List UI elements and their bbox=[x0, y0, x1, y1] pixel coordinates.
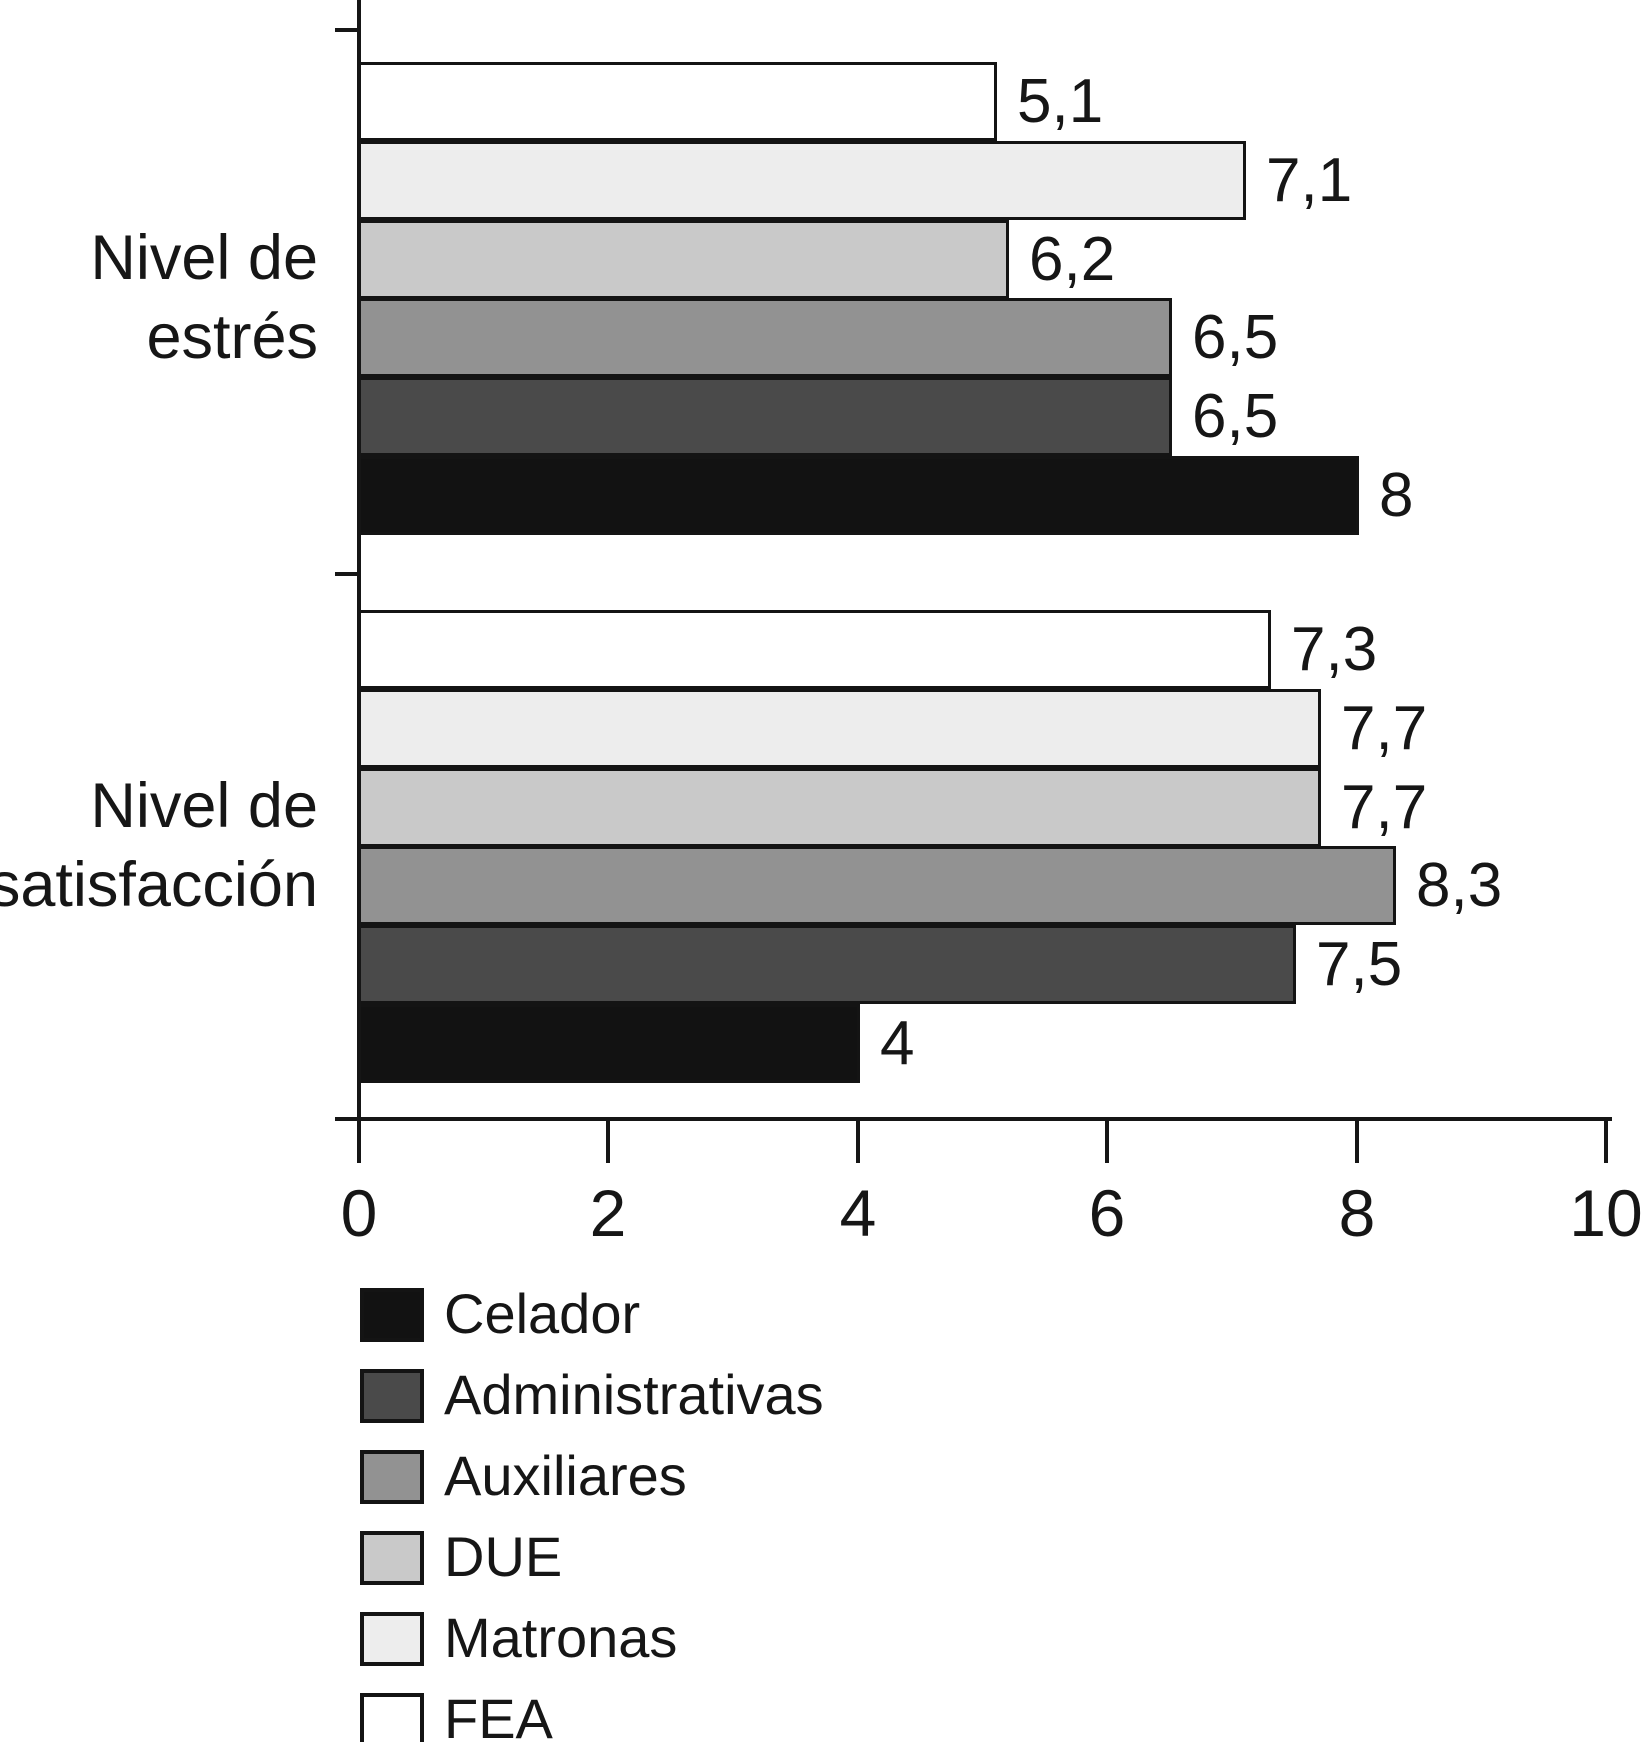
legend-swatch-fea bbox=[360, 1693, 424, 1742]
x-axis-tick bbox=[357, 1117, 361, 1163]
bar-value-label: 6,5 bbox=[1192, 303, 1279, 372]
bar-due bbox=[357, 220, 1009, 299]
legend-row-celador: Celador bbox=[360, 1284, 960, 1344]
category-label: Nivel de estrés bbox=[90, 219, 318, 377]
bar-value-label: 4 bbox=[880, 1009, 915, 1078]
legend-row-administrativas: Administrativas bbox=[360, 1365, 960, 1425]
bar-value-label: 8 bbox=[1379, 461, 1414, 530]
bar-due bbox=[357, 768, 1321, 847]
legend-label: Administrativas bbox=[444, 1363, 824, 1426]
x-axis-tick bbox=[1604, 1117, 1608, 1163]
y-axis-tick bbox=[335, 572, 357, 576]
x-axis-line bbox=[335, 1117, 1612, 1121]
legend-row-due: DUE bbox=[360, 1527, 960, 1587]
category-label-line: estrés bbox=[146, 302, 318, 372]
legend-label: FEA bbox=[444, 1687, 553, 1742]
legend-label: DUE bbox=[444, 1525, 563, 1588]
bar-value-label: 7,3 bbox=[1291, 615, 1378, 684]
bar-value-label: 7,5 bbox=[1316, 930, 1403, 999]
bar-matronas bbox=[357, 689, 1321, 768]
x-axis-tick-label: 6 bbox=[1088, 1176, 1126, 1250]
bar-value-label: 7,1 bbox=[1266, 146, 1353, 215]
bar-administrativas bbox=[357, 377, 1172, 456]
bar-administrativas bbox=[357, 925, 1296, 1004]
bar-value-label: 8,3 bbox=[1416, 851, 1503, 920]
x-axis-tick bbox=[1355, 1117, 1359, 1163]
bar-value-label: 6,5 bbox=[1192, 382, 1279, 451]
legend-row-matronas: Matronas bbox=[360, 1608, 960, 1668]
bar-value-label: 7,7 bbox=[1341, 694, 1428, 763]
legend-swatch-celador bbox=[360, 1288, 424, 1342]
x-axis-tick-label: 4 bbox=[839, 1176, 877, 1250]
bar-matronas bbox=[357, 141, 1246, 220]
x-axis-tick-label: 10 bbox=[1569, 1176, 1642, 1250]
legend-swatch-due bbox=[360, 1531, 424, 1585]
category-label-line: satisfacción bbox=[0, 850, 318, 920]
x-axis-tick-label: 2 bbox=[589, 1176, 627, 1250]
bar-celador bbox=[357, 456, 1359, 535]
legend-row-auxiliares: Auxiliares bbox=[360, 1446, 960, 1506]
x-axis-tick bbox=[1105, 1117, 1109, 1163]
y-axis-tick bbox=[335, 28, 357, 32]
bar-auxiliares bbox=[357, 846, 1396, 925]
x-axis-tick bbox=[856, 1117, 860, 1163]
legend-swatch-matronas bbox=[360, 1612, 424, 1666]
x-axis-tick-label: 0 bbox=[340, 1176, 378, 1250]
bar-fea bbox=[357, 610, 1271, 689]
legend-swatch-administrativas bbox=[360, 1369, 424, 1423]
bar-value-label: 5,1 bbox=[1017, 67, 1104, 136]
legend-row-fea: FEA bbox=[360, 1689, 960, 1742]
legend-label: Auxiliares bbox=[444, 1444, 687, 1507]
bar-fea bbox=[357, 62, 997, 141]
x-axis-tick-label: 8 bbox=[1338, 1176, 1376, 1250]
category-label-line: Nivel de bbox=[90, 771, 318, 841]
bar-auxiliares bbox=[357, 298, 1172, 377]
legend-label: Matronas bbox=[444, 1606, 678, 1669]
legend-label: Celador bbox=[444, 1282, 641, 1345]
bar-value-label: 7,7 bbox=[1341, 773, 1428, 842]
category-label-line: Nivel de bbox=[90, 223, 318, 293]
x-axis-tick bbox=[606, 1117, 610, 1163]
legend-swatch-auxiliares bbox=[360, 1450, 424, 1504]
category-label: Nivel de satisfacción bbox=[0, 767, 318, 925]
y-axis-line bbox=[357, 0, 361, 1121]
bar-value-label: 6,2 bbox=[1029, 225, 1116, 294]
bar-celador bbox=[357, 1004, 860, 1083]
